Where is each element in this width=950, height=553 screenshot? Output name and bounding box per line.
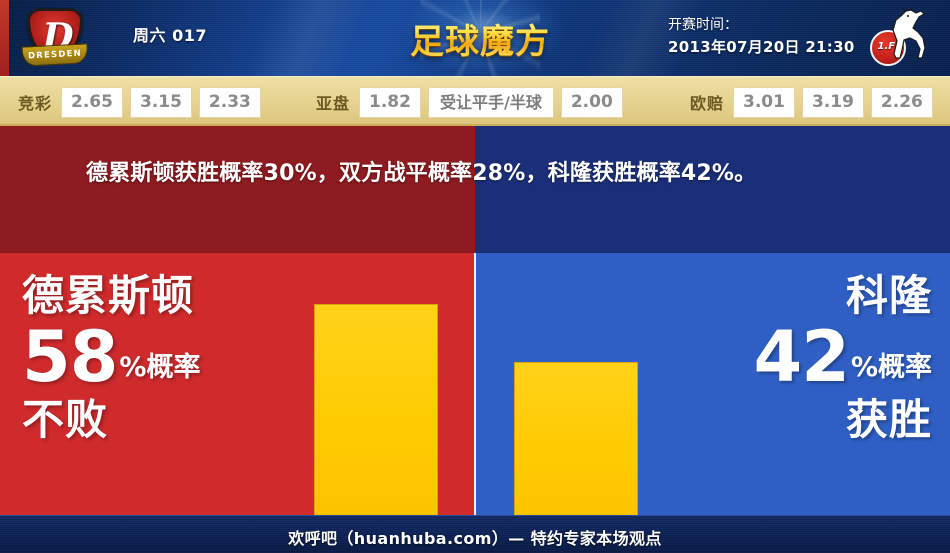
match-round-label: 周六 017	[133, 26, 207, 45]
odds-cell-away[interactable]: 2.33	[198, 86, 261, 118]
home-outcome-label: 不败	[22, 395, 109, 444]
dynamo-dresden-crest-icon: D DRESDEN	[21, 5, 89, 71]
odds-group-jingcai: 竞彩 2.65 3.15 2.33	[18, 77, 268, 127]
odds-cell-away[interactable]: 2.26	[870, 86, 933, 118]
left-accent-strip	[0, 0, 9, 76]
odds-cell-draw[interactable]: 3.15	[129, 86, 192, 118]
kickoff-time-block: 开赛时间： 2013年07月20日 21:30	[668, 14, 855, 58]
kickoff-label: 开赛时间：	[668, 17, 738, 33]
probability-chart-area: 德累斯顿 58 %概率 不败 科隆 42 %概率 获胜	[0, 253, 950, 515]
koln-badge-text: 1.FC	[877, 41, 903, 52]
brand-logo[interactable]: 足球魔方	[382, 0, 578, 76]
odds-cell-handicap[interactable]: 受让平手/半球	[427, 86, 554, 118]
kickoff-datetime: 2013年07月20日 21:30	[668, 38, 855, 56]
brand-glow-icon	[382, 0, 578, 76]
fc-koln-crest-icon: 1.FC	[866, 8, 928, 70]
panel-divider	[474, 253, 476, 515]
header-bar: D DRESDEN 周六 017 足球魔方 开赛时间： 2013年07月20日 …	[0, 0, 950, 76]
away-outcome-label: 获胜	[845, 395, 932, 444]
home-percent-value: 58	[22, 316, 118, 398]
odds-cell-home[interactable]: 2.65	[61, 86, 123, 118]
odds-group-label: 亚盘	[316, 94, 351, 113]
bar-home	[314, 304, 438, 515]
odds-cell-home[interactable]: 1.82	[359, 86, 421, 118]
away-percent-row: 42 %概率	[753, 316, 932, 398]
away-team-name: 科隆	[845, 271, 932, 320]
odds-group-european: 欧赔 3.01 3.19 2.26	[690, 77, 940, 127]
away-percent-unit: %概率	[850, 352, 932, 383]
brand-starburst-icon	[420, 0, 540, 76]
footer-attribution: 欢呼吧（huanhuba.com）— 特约专家本场观点	[288, 529, 662, 548]
away-percent-value: 42	[753, 316, 850, 398]
crest-banner-label: DRESDEN	[21, 43, 89, 67]
odds-group-label: 竞彩	[18, 94, 53, 113]
banner-half-right	[475, 126, 950, 253]
bar-away	[514, 362, 638, 515]
home-percent-row: 58 %概率	[22, 316, 201, 398]
odds-cell-draw[interactable]: 3.19	[801, 86, 864, 118]
banner-half-left	[0, 126, 475, 253]
probability-summary-text: 德累斯顿获胜概率30%，双方战平概率28%，科隆获胜概率42%。	[86, 161, 757, 186]
home-percent-unit: %概率	[119, 352, 201, 383]
odds-cell-home[interactable]: 3.01	[733, 86, 795, 118]
goat-icon	[892, 8, 926, 59]
odds-cell-away[interactable]: 2.00	[560, 86, 623, 118]
home-team-stats: 德累斯顿 58 %概率 不败	[22, 271, 200, 445]
odds-group-asian-handicap: 亚盘 1.82 受让平手/半球 2.00	[316, 77, 630, 127]
brand-logo-text: 足球魔方	[382, 14, 578, 63]
home-team-name: 德累斯顿	[22, 271, 195, 320]
odds-group-label: 欧赔	[690, 94, 725, 113]
odds-bar: 竞彩 2.65 3.15 2.33 亚盘 1.82 受让平手/半球 2.00 欧…	[0, 76, 950, 126]
footer-bar: 欢呼吧（huanhuba.com）— 特约专家本场观点	[0, 515, 950, 553]
away-team-stats: 科隆 42 %概率 获胜	[754, 271, 932, 445]
probability-summary-banner: 德累斯顿获胜概率30%，双方战平概率28%，科隆获胜概率42%。	[0, 126, 950, 253]
